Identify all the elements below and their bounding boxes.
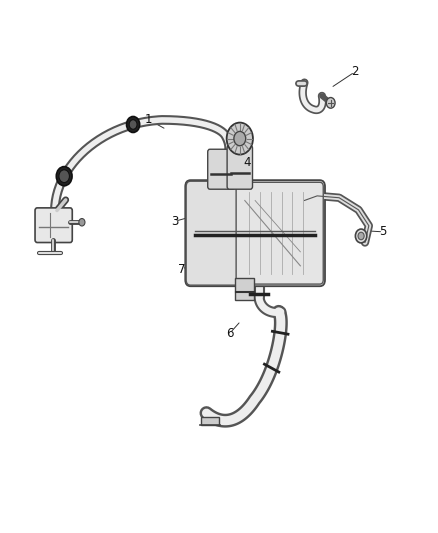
Text: 1: 1 xyxy=(145,114,153,126)
FancyBboxPatch shape xyxy=(236,182,323,284)
FancyBboxPatch shape xyxy=(186,181,244,285)
Text: 2: 2 xyxy=(351,66,359,78)
Bar xyxy=(235,278,254,300)
Circle shape xyxy=(227,123,253,155)
Circle shape xyxy=(127,117,140,133)
Circle shape xyxy=(59,170,70,183)
Circle shape xyxy=(358,232,364,240)
Text: 3: 3 xyxy=(172,215,179,228)
Text: 5: 5 xyxy=(380,225,387,238)
Bar xyxy=(201,417,219,425)
Circle shape xyxy=(228,175,235,184)
FancyBboxPatch shape xyxy=(185,180,325,286)
Text: 7: 7 xyxy=(178,263,186,276)
Text: 6: 6 xyxy=(226,327,234,340)
Text: 4: 4 xyxy=(244,156,251,169)
FancyBboxPatch shape xyxy=(208,149,235,189)
Circle shape xyxy=(355,229,367,243)
FancyBboxPatch shape xyxy=(35,208,72,243)
Circle shape xyxy=(57,167,72,186)
Circle shape xyxy=(326,98,335,108)
Circle shape xyxy=(234,132,246,146)
FancyBboxPatch shape xyxy=(227,146,252,189)
Circle shape xyxy=(79,219,85,226)
Circle shape xyxy=(129,120,137,130)
